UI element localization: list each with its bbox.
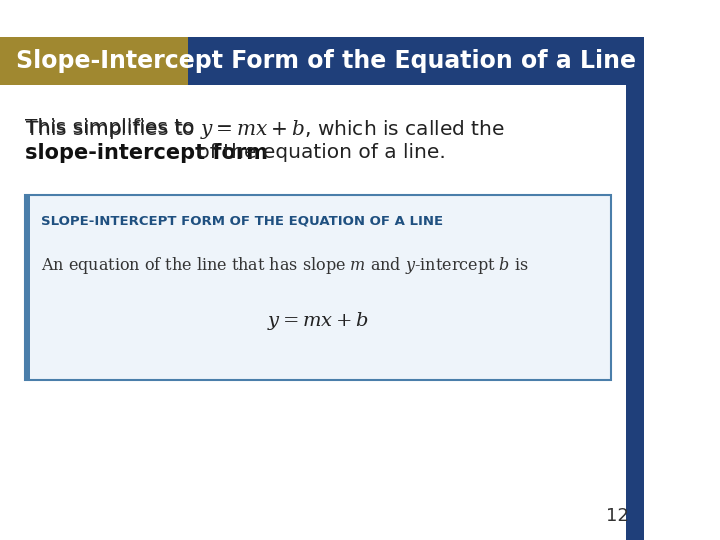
Bar	[626, 37, 644, 540]
Text: An equation of the line that has slope $m$ and $y$-intercept $b$ is: An equation of the line that has slope $…	[41, 255, 529, 276]
Text: of the equation of a line.: of the equation of a line.	[191, 143, 445, 162]
FancyBboxPatch shape	[25, 195, 611, 380]
Text: This simplifies to $y = mx + b$, which is called the: This simplifies to $y = mx + b$, which i…	[25, 118, 505, 141]
Text: This simplifies to: This simplifies to	[25, 118, 201, 137]
Text: 12: 12	[606, 507, 629, 525]
Bar	[188, 37, 720, 85]
Text: Slope-Intercept Form of the Equation of a Line: Slope-Intercept Form of the Equation of …	[16, 49, 636, 73]
Bar	[0, 37, 188, 85]
Text: $y = mx + b$: $y = mx + b$	[267, 310, 369, 332]
Bar	[25, 195, 30, 380]
Text: SLOPE-INTERCEPT FORM OF THE EQUATION OF A LINE: SLOPE-INTERCEPT FORM OF THE EQUATION OF …	[41, 215, 444, 228]
Text: slope-intercept form: slope-intercept form	[25, 143, 268, 163]
